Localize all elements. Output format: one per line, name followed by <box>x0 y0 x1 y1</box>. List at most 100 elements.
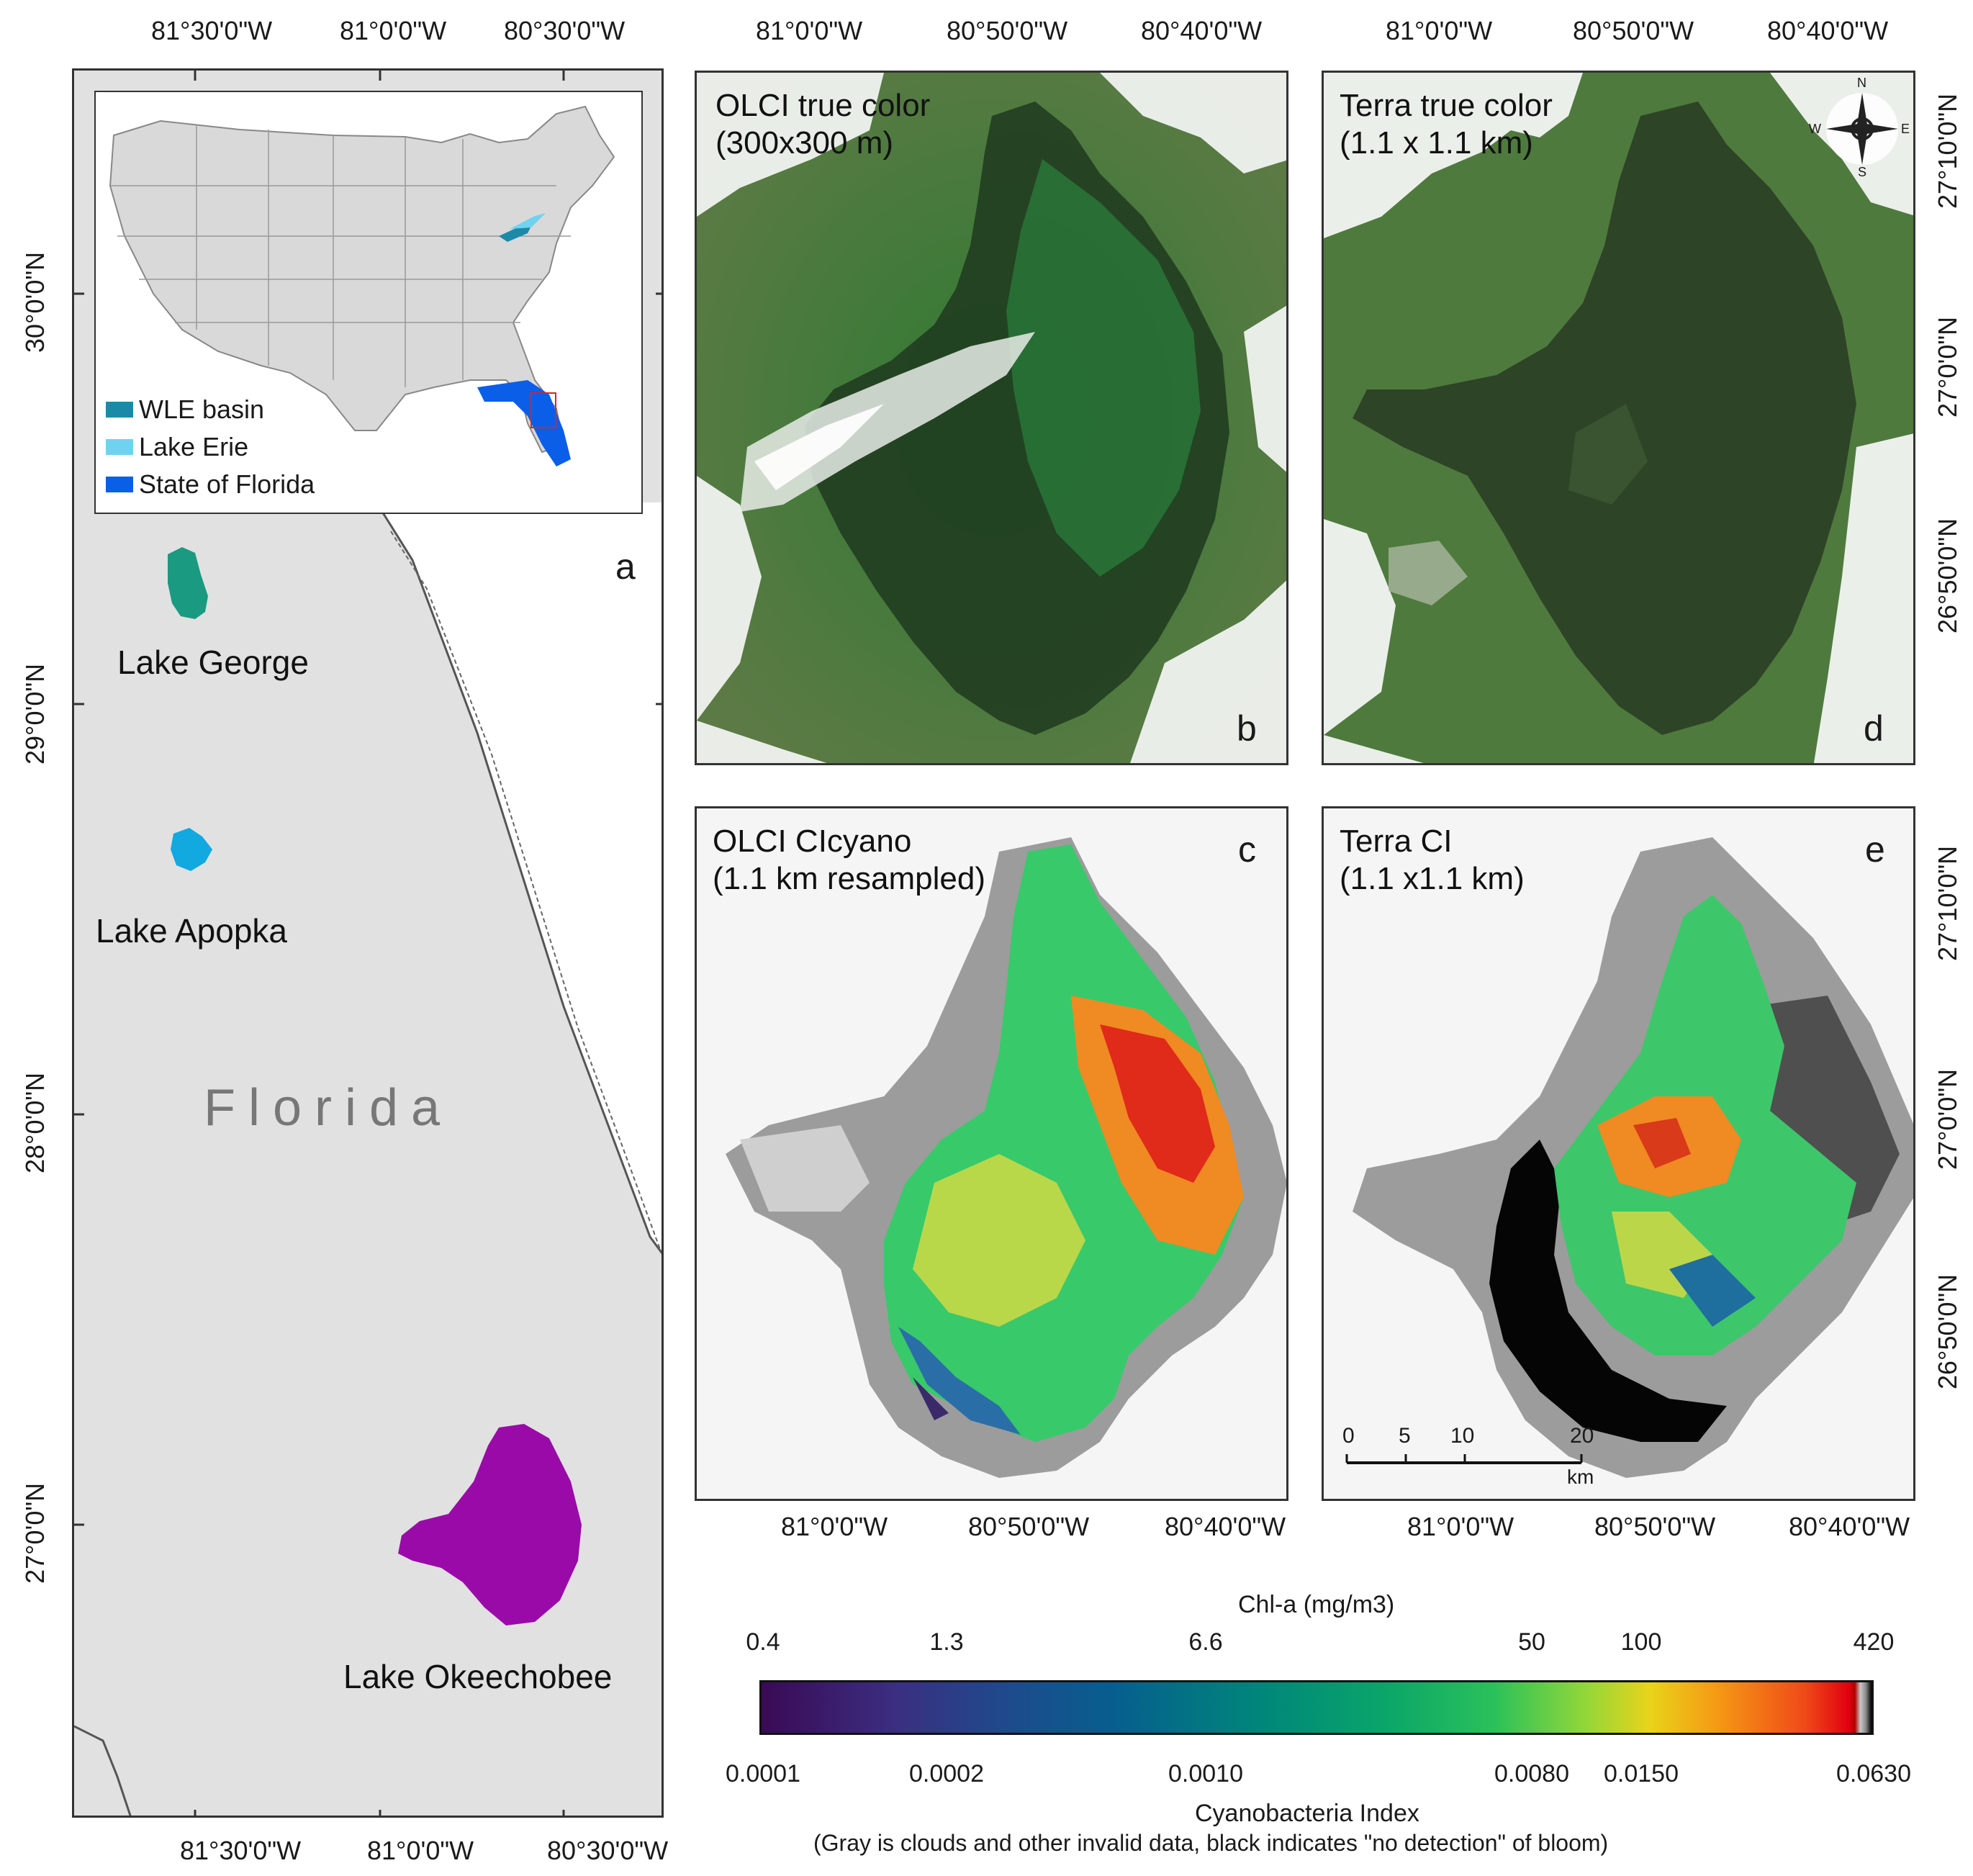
legend-swatch <box>106 477 133 492</box>
ci-tick: 0.0150 <box>1604 1760 1679 1787</box>
legend-lake-erie: Lake Erie <box>106 432 248 462</box>
top-tick-lon: 80°50'0"W <box>1573 16 1694 45</box>
legend-swatch <box>106 439 133 455</box>
ci-tick: 0.0010 <box>1168 1760 1243 1787</box>
compass-w: W <box>1809 122 1821 136</box>
compass-s: S <box>1858 165 1867 179</box>
florida-east-coast <box>375 502 662 1255</box>
panel-e-terra-ci: Terra CI (1.1 x1.1 km) e 0 5 10 20 km <box>1322 806 1915 1501</box>
panel-e-label: Terra CI (1.1 x1.1 km) <box>1340 823 1525 898</box>
ci-tick: 0.0002 <box>909 1760 984 1787</box>
no-detection-band <box>1489 1140 1727 1442</box>
chl-tick: 6.6 <box>1188 1628 1223 1656</box>
top-tick-lon: 80°40'0"W <box>1141 16 1263 45</box>
top-tick-lon: 80°40'0"W <box>1767 16 1889 45</box>
colorbar-top-title: Chl-a (mg/m3) <box>1238 1591 1395 1618</box>
panel-d-title: Terra true color <box>1340 88 1553 123</box>
panel-b-label: OLCI true color (300x300 m) <box>715 87 930 162</box>
haze-plume <box>740 332 1035 512</box>
panel-letter-d: d <box>1864 708 1884 749</box>
scale-tick-label: 0 <box>1342 1424 1355 1448</box>
right-tick-lat: 27°0'0"N <box>1933 1068 1962 1170</box>
right-tick-lat: 26°50'0"N <box>1933 1273 1962 1389</box>
legend-wle-basin: WLE basin <box>106 394 264 425</box>
ci-tick: 0.0001 <box>726 1760 800 1787</box>
colorbar-note: (Gray is clouds and other invalid data, … <box>813 1830 1609 1856</box>
panel-d-resolution: (1.1 x 1.1 km) <box>1340 125 1533 161</box>
bottom-tick-lon: 80°40'0"W <box>1789 1512 1910 1541</box>
bottom-tick-lon: 81°30'0"W <box>180 1836 302 1865</box>
legend-label: State of Florida <box>139 469 315 499</box>
panel-e-svg <box>1353 837 1913 1478</box>
chl-tick: 0.4 <box>746 1628 780 1656</box>
compass-n: N <box>1857 76 1866 90</box>
compass-e: E <box>1901 122 1910 136</box>
barrier-islands <box>390 531 662 1252</box>
bottom-tick-lon: 80°30'0"W <box>547 1836 669 1865</box>
panel-a-svg <box>74 71 662 1816</box>
right-tick-lat: 26°50'0"N <box>1933 518 1962 633</box>
study-area-box <box>531 392 556 428</box>
ocean-area <box>376 502 662 1253</box>
legend-label: Lake Erie <box>139 432 249 461</box>
legend-state-of-florida: State of Florida <box>106 469 315 500</box>
left-tick-lat: 30°0'0"N <box>20 251 50 353</box>
lake-erie-shape <box>510 213 546 229</box>
sw-coast <box>74 1725 132 1816</box>
panel-letter-a: a <box>615 546 636 587</box>
scale-bar: 0 5 10 20 km <box>1342 1424 1602 1489</box>
chl-tick: 100 <box>1620 1628 1662 1656</box>
label-lake-george: Lake George <box>117 644 309 681</box>
top-tick-lon: 81°0'0"W <box>756 16 863 45</box>
right-tick-lat: 27°10'0"N <box>1933 93 1962 209</box>
panel-letter-e: e <box>1865 829 1885 870</box>
label-florida: Florida <box>204 1079 453 1137</box>
label-lake-okeechobee: Lake Okeechobee <box>343 1658 613 1695</box>
panel-c-title: OLCI CIcyano <box>713 824 912 859</box>
scale-unit: km <box>1567 1466 1594 1488</box>
colorbar-gradient <box>759 1680 1874 1735</box>
legend-label: WLE basin <box>139 394 265 424</box>
bottom-tick-lon: 81°0'0"W <box>367 1836 474 1865</box>
top-tick-lon: 80°50'0"W <box>947 16 1068 45</box>
bottom-tick-lon: 80°50'0"W <box>1594 1512 1716 1541</box>
inset-us-map: WLE basin Lake Erie State of Florida <box>94 91 643 514</box>
lake-dark-water <box>805 102 1229 735</box>
panel-c-svg <box>726 837 1286 1478</box>
panel-e-resolution: (1.1 x1.1 km) <box>1340 861 1525 896</box>
compass-rose: N S E W <box>1809 76 1913 179</box>
bottom-tick-lon: 81°0'0"W <box>781 1512 888 1541</box>
legend-swatch <box>106 402 133 418</box>
florida-shape <box>477 380 571 466</box>
scale-bar-line <box>1345 1454 1583 1464</box>
colorbar-bottom-title: Cyanobacteria Index <box>1195 1800 1419 1827</box>
bottom-tick-lon: 80°40'0"W <box>1165 1512 1286 1541</box>
right-tick-lat: 27°10'0"N <box>1933 845 1962 961</box>
bloom-green <box>1006 159 1201 577</box>
panel-c-label: OLCI CIcyano (1.1 km resampled) <box>713 823 985 898</box>
ci-tick: 0.0080 <box>1494 1760 1569 1787</box>
top-tick-lon: 81°0'0"W <box>340 16 447 45</box>
panel-e-title: Terra CI <box>1340 824 1453 859</box>
bottom-tick-lon: 81°0'0"W <box>1407 1512 1514 1541</box>
scale-tick-label: 5 <box>1399 1424 1411 1448</box>
bottom-tick-lon: 80°50'0"W <box>968 1512 1090 1541</box>
label-lake-apopka: Lake Apopka <box>96 912 288 950</box>
panel-b-olci-true-color: OLCI true color (300x300 m) b <box>695 71 1288 765</box>
panel-c-olci-ci-cyano: OLCI CIcyano (1.1 km resampled) c <box>695 806 1288 1501</box>
scale-tick-label: 10 <box>1450 1424 1475 1448</box>
chl-tick: 50 <box>1518 1628 1545 1656</box>
left-tick-lat: 29°0'0"N <box>20 663 50 765</box>
inset-svg <box>109 105 615 466</box>
panel-d-svg <box>1324 73 1913 763</box>
panel-letter-b: b <box>1237 708 1257 749</box>
panel-a-frame: WLE basin Lake Erie State of Florida a L… <box>72 68 664 1818</box>
compass-icon <box>1826 93 1898 165</box>
left-tick-lat: 28°0'0"N <box>20 1072 50 1173</box>
panel-c-resolution: (1.1 km resampled) <box>713 861 986 896</box>
top-tick-lon: 81°0'0"W <box>1386 16 1493 45</box>
chl-tick: 420 <box>1853 1628 1895 1656</box>
panel-d-label: Terra true color (1.1 x 1.1 km) <box>1340 87 1553 162</box>
panel-b-resolution: (300x300 m) <box>715 125 894 161</box>
top-tick-lon: 80°30'0"W <box>504 16 626 45</box>
